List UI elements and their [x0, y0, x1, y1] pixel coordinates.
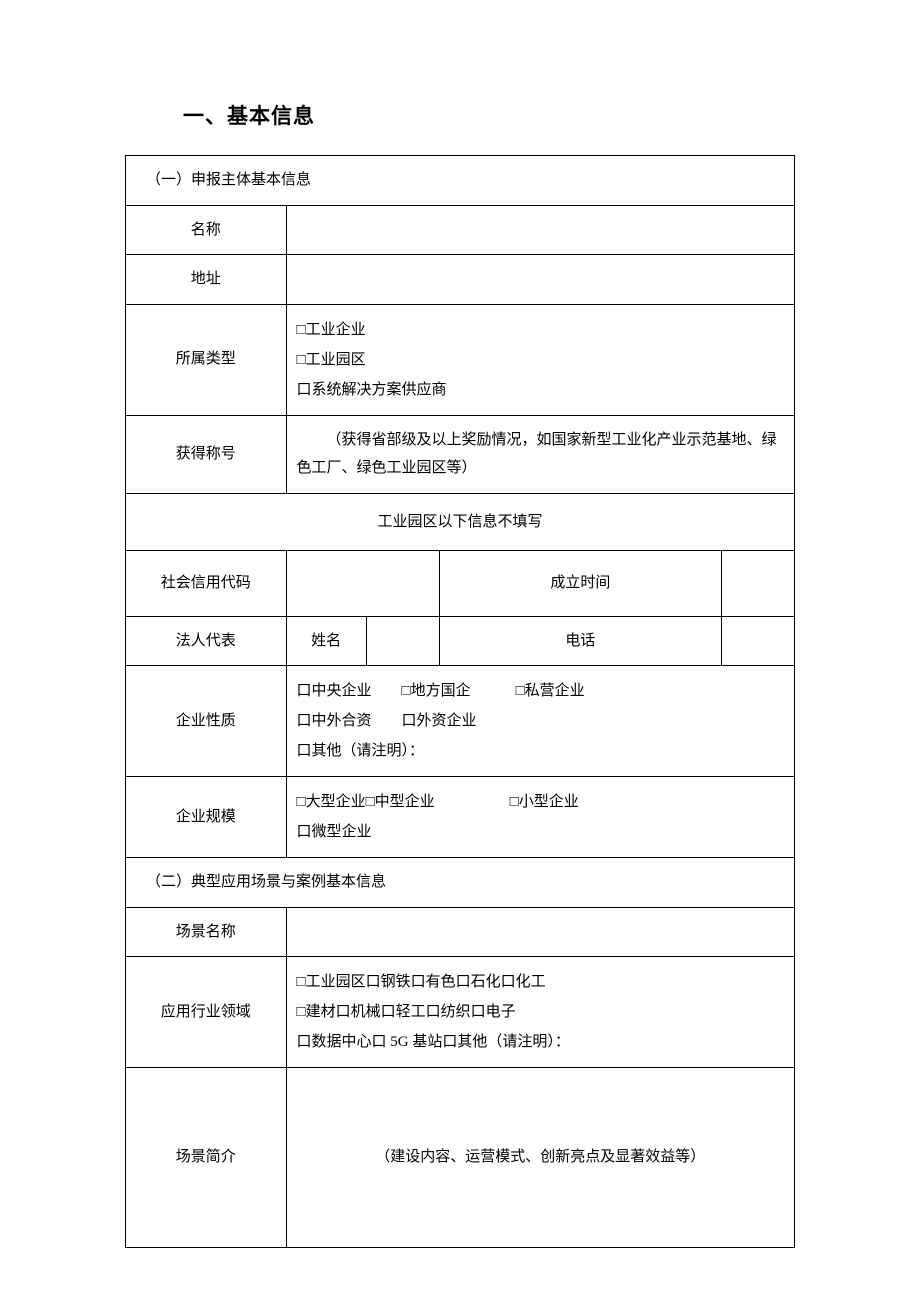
title-row: 获得称号 （获得省部级及以上奖励情况，如国家新型工业化产业示范基地、绿色工厂、绿…: [126, 415, 795, 493]
name-label: 名称: [126, 205, 287, 255]
type-row: 所属类型 □工业企业 □工业园区 口系统解决方案供应商: [126, 304, 795, 415]
address-label: 地址: [126, 255, 287, 305]
title-desc: （获得省部级及以上奖励情况，如国家新型工业化产业示范基地、绿色工厂、绿色工业园区…: [286, 415, 794, 493]
industry-label: 应用行业领域: [126, 957, 287, 1068]
note-text: 工业园区以下信息不填写: [126, 493, 795, 551]
section2-header: （二）典型应用场景与案例基本信息: [126, 858, 795, 908]
type-options: □工业企业 □工业园区 口系统解决方案供应商: [286, 304, 794, 415]
address-value: [286, 255, 794, 305]
name-row: 名称: [126, 205, 795, 255]
section2-header-row: （二）典型应用场景与案例基本信息: [126, 858, 795, 908]
section-title: 一、基本信息: [183, 100, 795, 130]
legal-phone-value: [721, 616, 794, 666]
type-label: 所属类型: [126, 304, 287, 415]
scale-label: 企业规模: [126, 777, 287, 858]
note-row: 工业园区以下信息不填写: [126, 493, 795, 551]
industry-row: 应用行业领域 □工业园区口钢铁口有色口石化口化工 □建材口机械口轻工口纺织口电子…: [126, 957, 795, 1068]
nature-options: 口中央企业 □地方国企 □私营企业 口中外合资 口外资企业 口其他（请注明）：: [286, 666, 794, 777]
brief-label: 场景简介: [126, 1068, 287, 1248]
establish-time-label: 成立时间: [439, 551, 721, 617]
brief-row: 场景简介 （建设内容、运营模式、创新亮点及显著效益等）: [126, 1068, 795, 1248]
legal-name-label: 姓名: [286, 616, 366, 666]
scene-name-row: 场景名称: [126, 907, 795, 957]
name-value: [286, 205, 794, 255]
section1-header-row: （一）申报主体基本信息: [126, 156, 795, 206]
nature-label: 企业性质: [126, 666, 287, 777]
address-row: 地址: [126, 255, 795, 305]
scene-name-label: 场景名称: [126, 907, 287, 957]
scale-row: 企业规模 □大型企业□中型企业 □小型企业 口微型企业: [126, 777, 795, 858]
establish-time-value: [721, 551, 794, 617]
credit-code-label: 社会信用代码: [126, 551, 287, 617]
legal-rep-row: 法人代表 姓名 电话: [126, 616, 795, 666]
credit-code-value: [286, 551, 439, 617]
brief-desc: （建设内容、运营模式、创新亮点及显著效益等）: [286, 1068, 794, 1248]
form-table: （一）申报主体基本信息 名称 地址 所属类型 □工业企业 □工业园区 口系统解决…: [125, 155, 795, 1248]
title-label: 获得称号: [126, 415, 287, 493]
nature-row: 企业性质 口中央企业 □地方国企 □私营企业 口中外合资 口外资企业 口其他（请…: [126, 666, 795, 777]
scale-options: □大型企业□中型企业 □小型企业 口微型企业: [286, 777, 794, 858]
credit-row: 社会信用代码 成立时间: [126, 551, 795, 617]
legal-name-value: [366, 616, 439, 666]
legal-phone-label: 电话: [439, 616, 721, 666]
scene-name-value: [286, 907, 794, 957]
industry-options: □工业园区口钢铁口有色口石化口化工 □建材口机械口轻工口纺织口电子 口数据中心口…: [286, 957, 794, 1068]
section1-header: （一）申报主体基本信息: [126, 156, 795, 206]
legal-rep-label: 法人代表: [126, 616, 287, 666]
